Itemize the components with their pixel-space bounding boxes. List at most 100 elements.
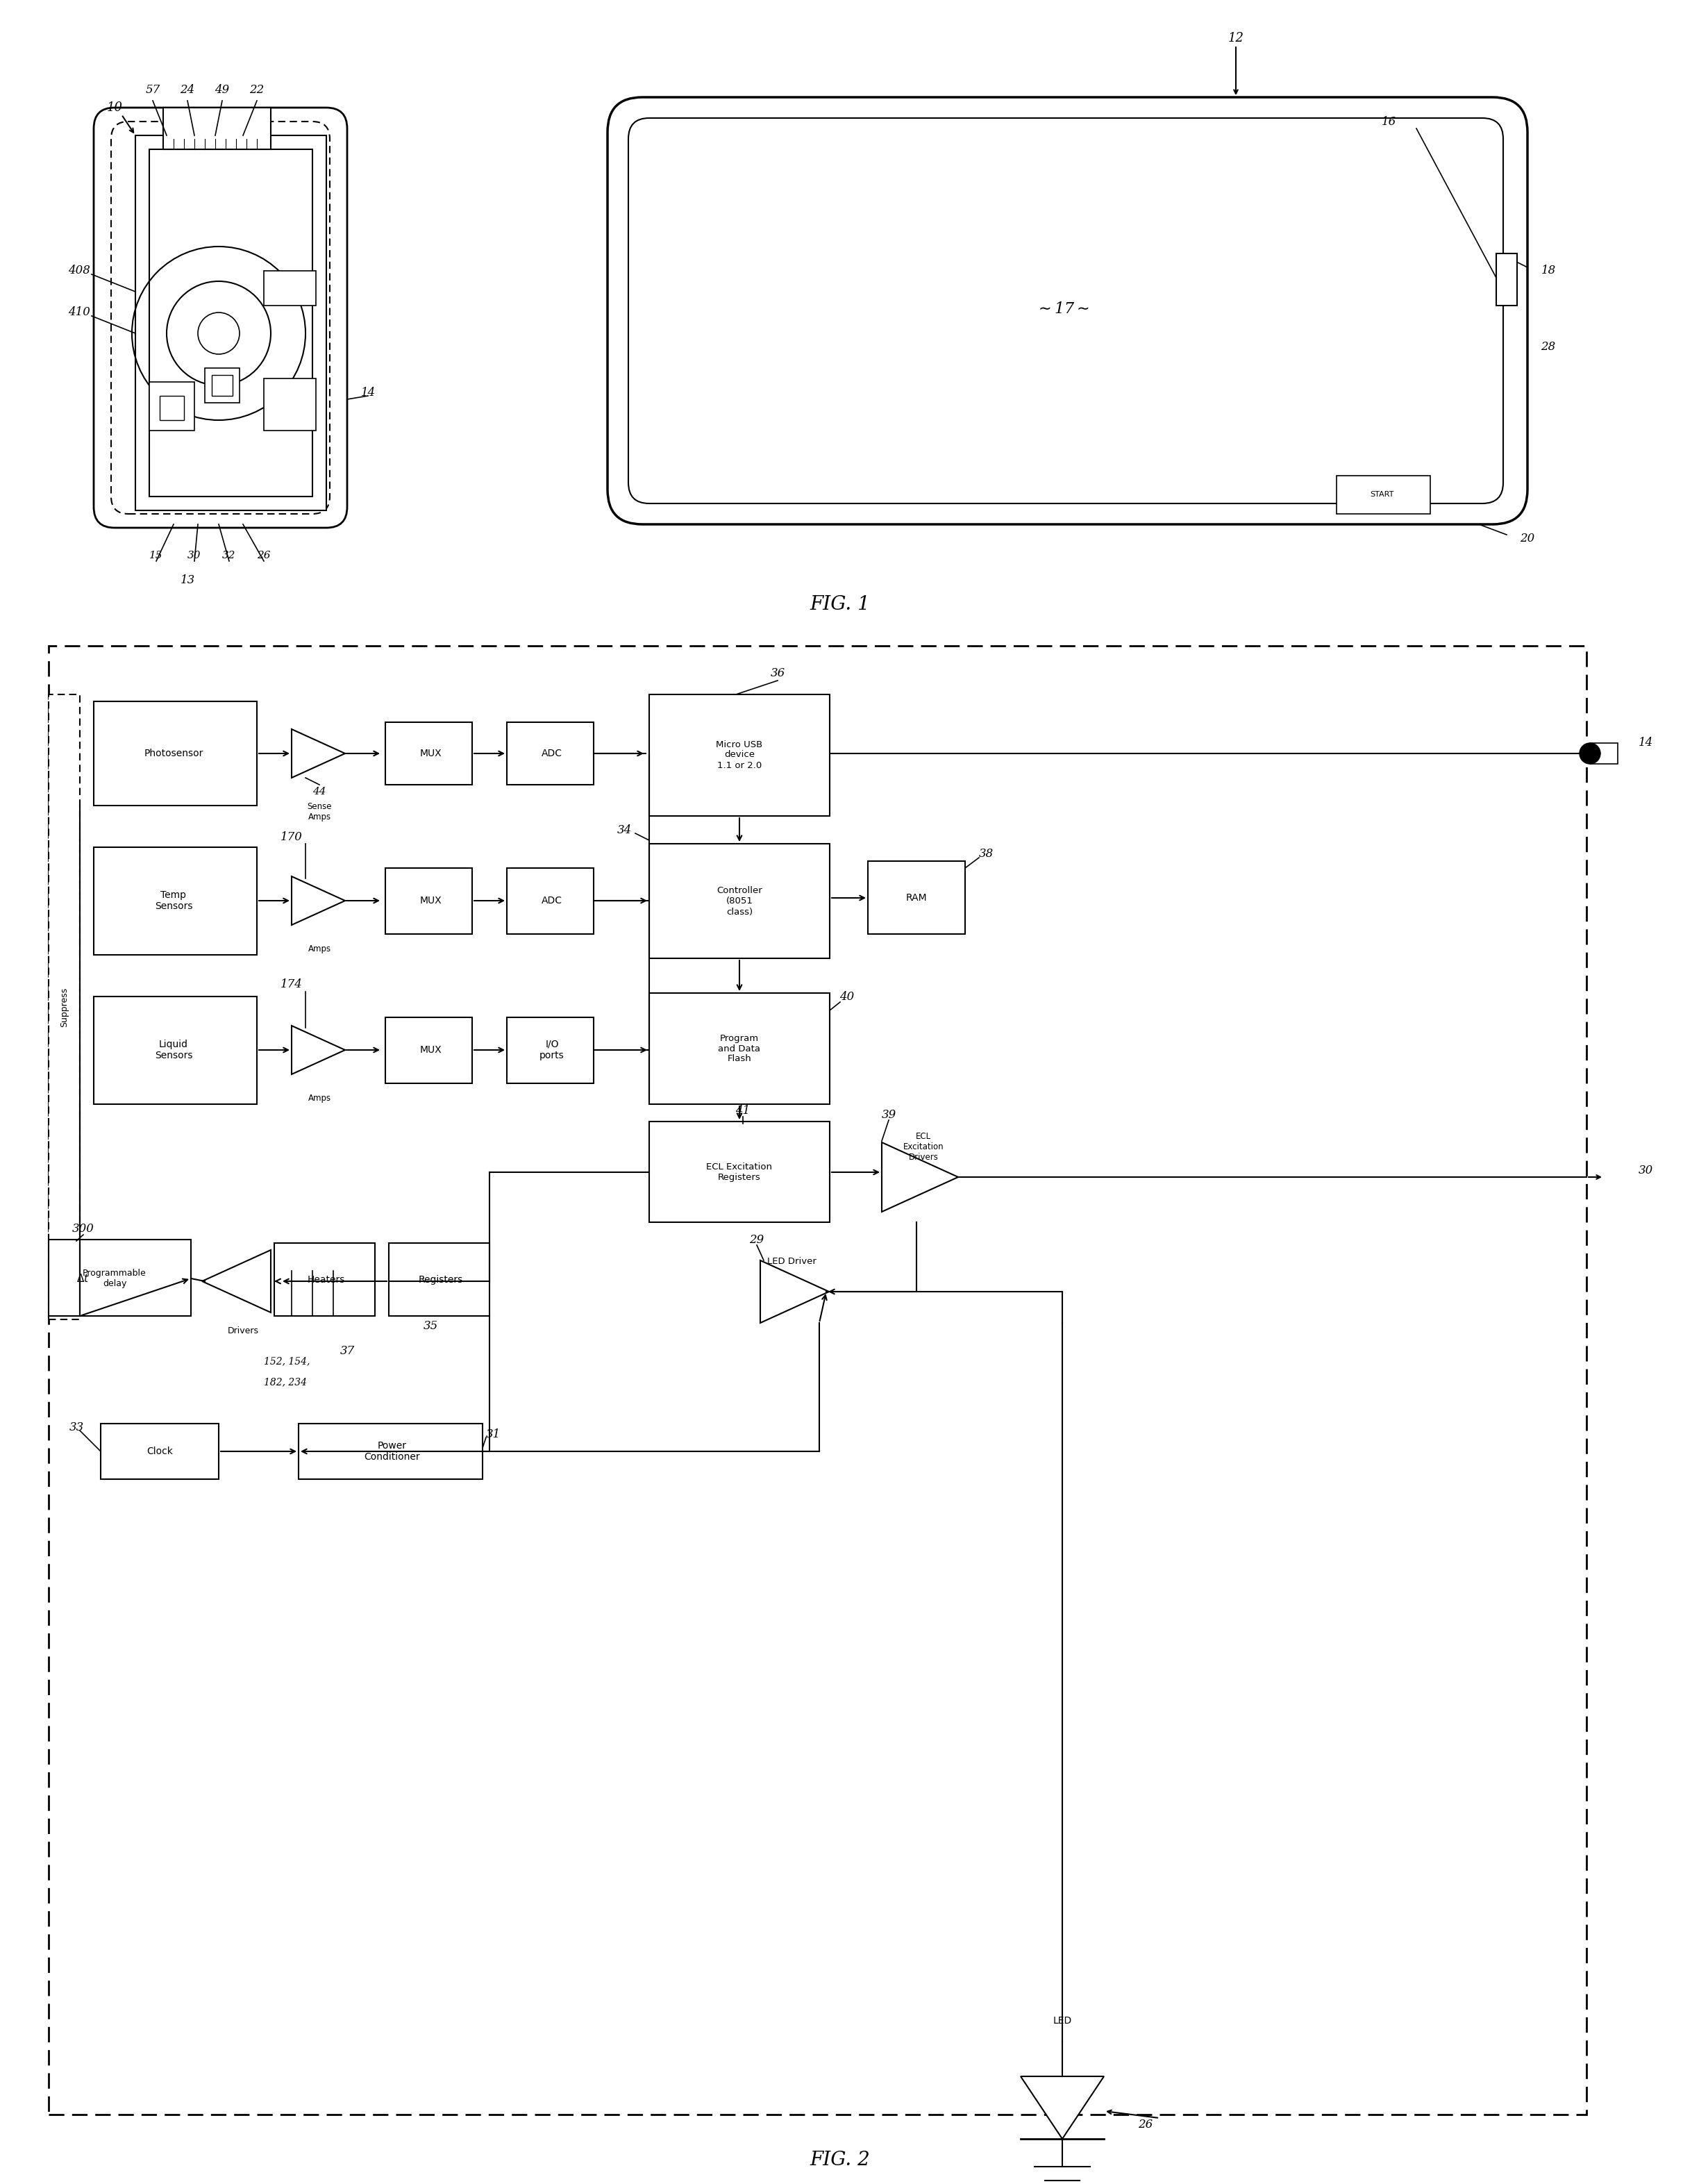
Bar (49, 1241, 190, 1317)
FancyBboxPatch shape (94, 107, 347, 529)
Bar (94, 701, 257, 806)
Bar (507, 723, 594, 784)
Text: 57: 57 (145, 85, 160, 96)
Text: 49: 49 (215, 85, 229, 96)
Text: 35: 35 (422, 1321, 438, 1332)
Bar (150, 149, 313, 496)
Bar (264, 378, 316, 430)
Text: 20: 20 (1520, 533, 1535, 544)
Text: 410: 410 (67, 306, 91, 319)
Text: ADC: ADC (542, 749, 562, 758)
Text: 41: 41 (735, 1105, 751, 1116)
Text: ECL
Excitation
Drivers: ECL Excitation Drivers (904, 1131, 944, 1162)
Text: 44: 44 (313, 786, 327, 797)
Text: Power
Conditioner: Power Conditioner (364, 1441, 421, 1461)
Text: 22: 22 (249, 85, 264, 96)
Text: Sense
Amps: Sense Amps (306, 802, 332, 821)
Text: Drivers: Drivers (227, 1326, 259, 1334)
Text: Amps: Amps (308, 943, 332, 954)
Text: Liquid
Sensors: Liquid Sensors (155, 1040, 192, 1061)
Text: MUX: MUX (419, 749, 441, 758)
Bar (264, 271, 316, 306)
Bar (650, 695, 830, 817)
Text: LED: LED (1054, 2016, 1072, 2027)
Bar (94, 847, 257, 954)
Bar (1496, 253, 1516, 306)
Text: Programmable
delay: Programmable delay (82, 1269, 146, 1289)
Bar (650, 1123, 830, 1223)
Polygon shape (291, 1026, 345, 1075)
Text: 26: 26 (1138, 2118, 1153, 2132)
Text: Amps: Amps (308, 1094, 332, 1103)
Text: 40: 40 (840, 992, 855, 1002)
Bar (650, 994, 830, 1105)
Text: ADC: ADC (542, 895, 562, 906)
Bar (150, 382, 195, 430)
Text: 38: 38 (978, 847, 993, 860)
Polygon shape (882, 1142, 958, 1212)
Text: FIG. 1: FIG. 1 (810, 594, 870, 614)
Bar (385, 1018, 473, 1083)
Text: 39: 39 (882, 1109, 895, 1120)
Text: 31: 31 (486, 1428, 500, 1439)
Bar (385, 867, 473, 935)
Text: 170: 170 (281, 830, 303, 843)
Text: Suppress: Suppress (59, 987, 69, 1026)
Bar (205, 369, 239, 402)
Text: MUX: MUX (419, 1046, 441, 1055)
Text: Clock: Clock (146, 1446, 173, 1457)
Polygon shape (761, 1260, 830, 1324)
Text: 18: 18 (1542, 264, 1555, 277)
Text: Program
and Data
Flash: Program and Data Flash (719, 1033, 761, 1064)
Text: 300: 300 (72, 1223, 94, 1236)
Text: FIG. 2: FIG. 2 (810, 2151, 870, 2169)
Text: $\sim$17$\sim$: $\sim$17$\sim$ (1035, 301, 1089, 317)
Text: START: START (1370, 491, 1394, 498)
FancyBboxPatch shape (608, 98, 1528, 524)
Text: 30: 30 (187, 550, 202, 561)
Bar (507, 1018, 594, 1083)
Bar (101, 1424, 219, 1479)
Bar (274, 1243, 375, 1317)
Text: Photosensor: Photosensor (145, 749, 204, 758)
Bar (160, 395, 183, 419)
Text: 28: 28 (1542, 341, 1555, 354)
Bar (163, 107, 271, 149)
Text: 24: 24 (180, 85, 195, 96)
Bar (49, 646, 1587, 2114)
Text: 15: 15 (150, 550, 163, 561)
Text: 29: 29 (749, 1234, 764, 1245)
Polygon shape (202, 1249, 271, 1313)
Bar (868, 860, 964, 935)
Bar (1336, 476, 1431, 513)
Text: I/O
ports: I/O ports (540, 1040, 564, 1061)
Text: Micro USB
device
1.1 or 2.0: Micro USB device 1.1 or 2.0 (715, 740, 762, 769)
Bar (49, 695, 79, 1319)
Text: RAM: RAM (905, 893, 927, 902)
Text: LED Driver: LED Driver (767, 1258, 816, 1267)
Text: 13: 13 (180, 574, 195, 585)
FancyBboxPatch shape (628, 118, 1503, 505)
Text: 26: 26 (257, 550, 271, 561)
Text: 174: 174 (281, 978, 303, 992)
Text: 37: 37 (340, 1345, 355, 1356)
Bar (1590, 743, 1617, 764)
Text: 10: 10 (106, 100, 123, 114)
Text: 12: 12 (1229, 33, 1244, 44)
Text: $\Delta t$: $\Delta t$ (76, 1273, 89, 1284)
Text: 14: 14 (1638, 738, 1653, 749)
Text: 33: 33 (69, 1422, 84, 1433)
Bar (389, 1243, 490, 1317)
Text: 32: 32 (222, 550, 236, 561)
Text: 30: 30 (1638, 1164, 1653, 1175)
Text: 36: 36 (771, 668, 784, 679)
Text: ECL Excitation
Registers: ECL Excitation Registers (707, 1162, 772, 1182)
Polygon shape (291, 876, 345, 926)
Text: Controller
(8051
class): Controller (8051 class) (717, 887, 762, 917)
Bar (135, 135, 327, 511)
Text: Temp
Sensors: Temp Sensors (155, 891, 192, 911)
Bar (94, 996, 257, 1105)
FancyBboxPatch shape (111, 122, 330, 513)
Text: 14: 14 (360, 387, 375, 397)
Text: 182, 234: 182, 234 (264, 1378, 306, 1387)
